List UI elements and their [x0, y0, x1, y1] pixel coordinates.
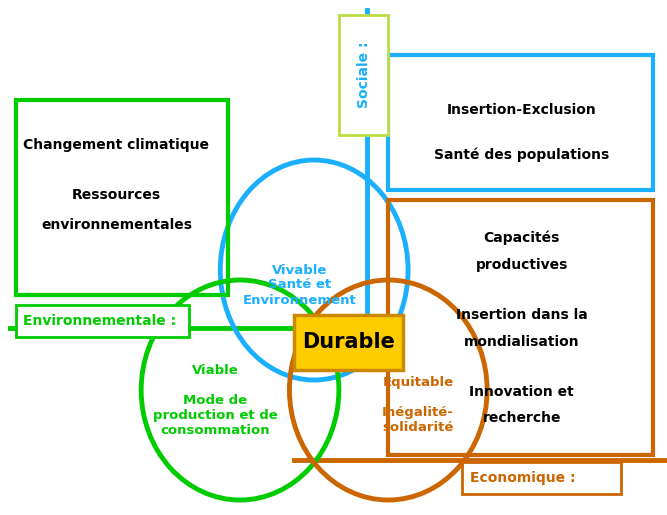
Bar — [15, 100, 228, 295]
Text: Environnementale :: Environnementale : — [23, 314, 175, 328]
Text: Vivable
Santé et
Environnement: Vivable Santé et Environnement — [242, 264, 356, 306]
Text: Ressources: Ressources — [72, 188, 161, 202]
Text: recherche: recherche — [482, 411, 561, 425]
Text: mondialisation: mondialisation — [464, 335, 580, 349]
Text: Capacités: Capacités — [484, 231, 560, 245]
Text: Insertion dans la: Insertion dans la — [456, 308, 588, 322]
Bar — [388, 200, 653, 455]
Bar — [294, 315, 403, 370]
Text: Innovation et: Innovation et — [470, 385, 574, 399]
Text: Sociale :: Sociale : — [357, 42, 371, 108]
Text: productives: productives — [476, 258, 568, 272]
Text: Insertion-Exclusion: Insertion-Exclusion — [447, 103, 596, 117]
Bar — [339, 15, 388, 135]
Bar — [15, 305, 189, 337]
Bar — [388, 55, 653, 190]
Text: Santé des populations: Santé des populations — [434, 148, 610, 162]
Text: Viable

Mode de
production et de
consommation: Viable Mode de production et de consomma… — [153, 364, 277, 437]
Text: Economique :: Economique : — [470, 471, 576, 485]
Text: Durable: Durable — [302, 332, 395, 352]
Text: Changement climatique: Changement climatique — [23, 138, 209, 152]
Text: environnementales: environnementales — [41, 218, 192, 232]
Text: Equitable

Inégalité-
solidarité: Equitable Inégalité- solidarité — [382, 376, 454, 434]
Bar — [462, 462, 620, 494]
